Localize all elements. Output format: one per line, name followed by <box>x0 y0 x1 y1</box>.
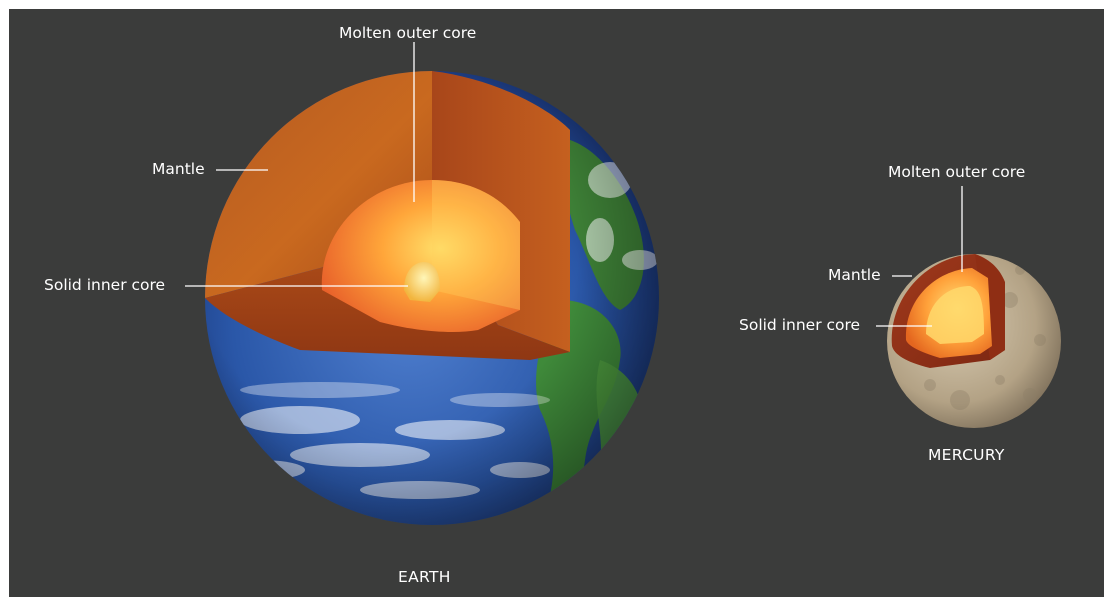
earth-caption: EARTH <box>398 568 451 586</box>
mercury-inner-core <box>926 286 984 344</box>
earth-mantle-label: Mantle <box>152 160 205 178</box>
mercury-mantle-label: Mantle <box>828 266 881 284</box>
mercury-leader-lines <box>876 186 963 327</box>
earth-inner-core-label: Solid inner core <box>44 276 166 294</box>
earth-outer-core-label: Molten outer core <box>339 24 477 42</box>
earth-leader-lines <box>185 42 415 287</box>
earth-outer-core <box>321 180 520 333</box>
mercury-inner-core-label: Solid inner core <box>739 316 861 334</box>
mercury-outer-core-label: Molten outer core <box>888 163 1026 181</box>
mercury-caption: MERCURY <box>928 446 1005 464</box>
earth-inner-core <box>404 262 440 302</box>
